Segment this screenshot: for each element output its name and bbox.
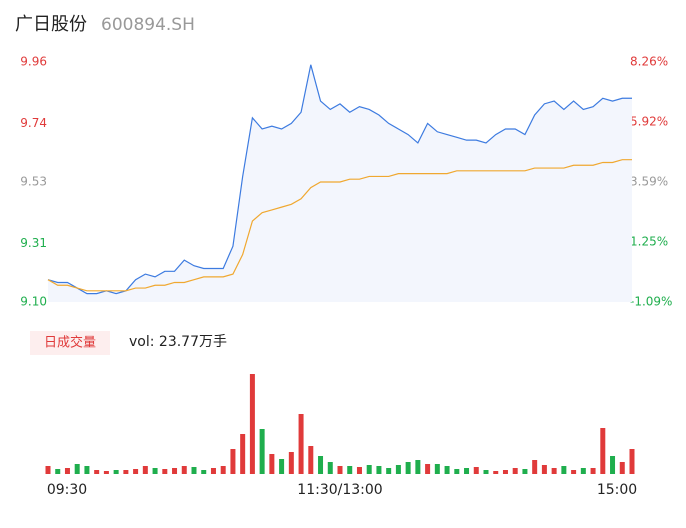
- volume-bar: [240, 434, 246, 474]
- volume-bar: [415, 460, 421, 474]
- price-line: [47, 64, 632, 295]
- volume-bar: [600, 428, 606, 474]
- volume-bar: [133, 469, 139, 474]
- volume-bar: [259, 429, 265, 474]
- volume-bar: [551, 468, 557, 474]
- volume-bar: [327, 462, 333, 474]
- volume-bar: [444, 466, 450, 474]
- volume-bar: [464, 468, 470, 474]
- volume-bar: [532, 460, 538, 474]
- volume-bar: [308, 446, 314, 474]
- volume-bar: [610, 456, 616, 474]
- volume-bar: [318, 456, 324, 474]
- volume-bar: [590, 468, 596, 474]
- volume-bar: [337, 466, 343, 474]
- volume-bar: [386, 468, 392, 474]
- volume-bar: [619, 462, 625, 474]
- volume-bar: [201, 470, 207, 474]
- volume-annotation: vol: 23.77万手: [129, 334, 227, 350]
- y2-tick-label: -1.09%: [630, 295, 672, 309]
- chart-subtitle: 600894.SH: [101, 15, 195, 35]
- y-tick-label: 9.53: [20, 175, 47, 189]
- volume-bar: [561, 466, 567, 474]
- volume-bar: [288, 452, 294, 474]
- volume-label-box: [30, 331, 110, 355]
- volume-bar: [152, 468, 158, 474]
- volume-bar: [347, 466, 353, 474]
- volume-bar: [580, 468, 586, 474]
- y-tick-label: 9.10: [20, 295, 47, 309]
- volume-bar: [220, 466, 226, 474]
- volume-bar: [142, 466, 148, 474]
- volume-bar: [103, 471, 109, 474]
- volume-bar: [45, 466, 51, 474]
- y2-tick-label: 3.59%: [630, 174, 668, 188]
- x-tick-label: 09:30: [47, 482, 87, 498]
- volume-bar: [172, 468, 178, 474]
- y2-tick-label: 1.25%: [630, 234, 668, 248]
- volume-bar: [454, 469, 460, 474]
- volume-bar: [522, 469, 528, 474]
- y2-tick-label: 5.92%: [630, 115, 668, 129]
- chart-title: 广日股份: [15, 14, 87, 35]
- volume-bar: [279, 459, 285, 474]
- volume-bar: [405, 462, 411, 474]
- volume-bar: [162, 469, 168, 474]
- volume-bar: [629, 449, 635, 474]
- x-tick-label: 11:30/13:00: [297, 482, 382, 498]
- y-tick-label: 9.96: [20, 55, 47, 69]
- volume-bar: [356, 467, 362, 474]
- volume-bar: [210, 468, 216, 474]
- volume-bar: [366, 465, 372, 474]
- volume-title: 日成交量: [44, 335, 96, 351]
- volume-bar: [512, 468, 518, 474]
- volume-bar: [425, 464, 431, 474]
- volume-bar: [502, 470, 508, 474]
- y2-tick-label: 8.26%: [630, 55, 668, 69]
- volume-bar: [298, 414, 304, 474]
- x-tick-label: 15:00: [597, 482, 637, 498]
- volume-bar: [64, 468, 70, 474]
- y-tick-label: 9.74: [20, 116, 47, 130]
- volume-bar: [94, 470, 100, 474]
- volume-bar: [434, 464, 440, 474]
- volume-bar: [269, 454, 275, 474]
- volume-bar: [571, 470, 577, 474]
- volume-bar: [473, 467, 479, 474]
- volume-bar: [74, 464, 80, 474]
- price-area: [48, 64, 632, 302]
- volume-bar: [84, 466, 90, 474]
- volume-bar: [541, 465, 547, 474]
- volume-bar: [191, 467, 197, 474]
- volume-bar: [395, 465, 401, 474]
- volume-bar: [483, 470, 489, 474]
- volume-bar: [181, 466, 187, 474]
- volume-bar: [230, 449, 236, 474]
- y-tick-label: 9.31: [20, 236, 47, 250]
- volume-bar: [249, 374, 255, 474]
- average-line: [47, 159, 632, 292]
- volume-bar: [113, 470, 119, 474]
- volume-bar: [123, 470, 129, 474]
- volume-bar: [55, 469, 61, 474]
- volume-bar: [376, 466, 382, 474]
- volume-bar: [493, 471, 499, 474]
